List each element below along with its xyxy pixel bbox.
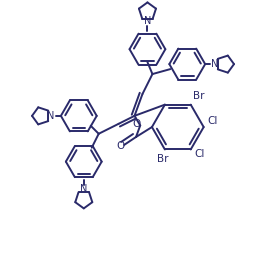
Text: Br: Br [193,91,204,101]
Text: Br: Br [157,154,169,164]
Text: N: N [80,185,88,194]
Text: N: N [144,16,151,26]
Text: N: N [47,111,55,121]
Text: O: O [116,141,124,151]
Text: Cl: Cl [195,149,205,160]
Text: N: N [212,59,219,69]
Text: O: O [132,119,140,130]
Text: Cl: Cl [208,116,218,126]
